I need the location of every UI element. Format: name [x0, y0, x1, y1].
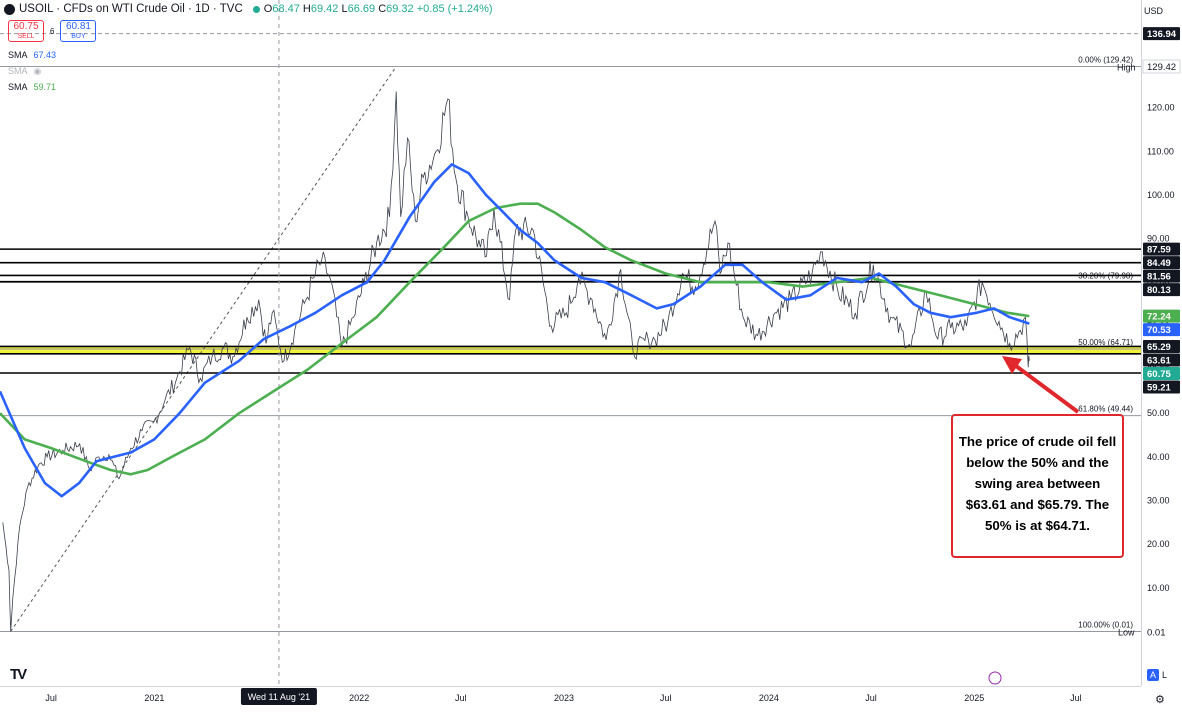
- low-marker-label: Low: [1118, 627, 1135, 637]
- x-tick-label: 2022: [349, 693, 369, 703]
- log-scale-button[interactable]: L: [1162, 670, 1168, 680]
- price-axis-label-bg: [1143, 27, 1180, 41]
- fib-level-label: 50.00% (64.71): [1078, 338, 1133, 347]
- annotation-arrow-head: [1002, 356, 1022, 374]
- price-change: +0.85 (+1.24%): [416, 3, 493, 15]
- ohlc-readout: O68.47 H69.42 L66.69 C69.32 +0.85 (+1.24…: [263, 3, 493, 15]
- y-tick-label: 20.00: [1147, 539, 1170, 549]
- price-axis-label: 63.61: [1147, 355, 1171, 366]
- sell-button[interactable]: 60.75 SELL: [8, 20, 44, 42]
- crosshair-date-label: Wed 11 Aug '21: [248, 692, 310, 702]
- price-axis-label-bg: [1143, 256, 1180, 270]
- price-axis-label: 65.29: [1147, 342, 1171, 353]
- auto-scale-button[interactable]: A: [1147, 669, 1160, 681]
- market-open-icon: [252, 5, 260, 13]
- interval: 1D: [195, 3, 210, 15]
- annotation-arrow: [1010, 361, 1080, 414]
- high-value-bg: [1142, 59, 1181, 74]
- annotation-box: The price of crude oil fell below the 50…: [951, 414, 1124, 558]
- fib-level-label: 100.00% (0.01): [1078, 620, 1133, 629]
- x-tick-label: Jul: [660, 693, 672, 703]
- indicator-sma-slow[interactable]: SMA 59.71: [8, 82, 57, 92]
- event-icon[interactable]: [988, 671, 1002, 685]
- y-tick-label: 30.00: [1147, 496, 1170, 506]
- price-axis-label: 80.13: [1147, 285, 1171, 296]
- symbol-logo-icon: [4, 3, 15, 15]
- y-tick-label: 90.00: [1147, 234, 1170, 244]
- indicator-sma-hidden[interactable]: SMA ◉: [8, 66, 42, 76]
- y-tick-label: 10.00: [1147, 583, 1170, 593]
- price-axis-label-bg: [1143, 339, 1180, 353]
- sma-fast-line: [0, 163, 1030, 498]
- x-tick-label: 2025: [964, 693, 984, 703]
- trade-buttons: 60.75 SELL 6 60.81 BUY: [8, 20, 97, 42]
- price-series: [2, 91, 1030, 632]
- buy-button[interactable]: 60.81 BUY: [60, 20, 97, 42]
- gear-icon[interactable]: ⚙: [1155, 694, 1165, 706]
- price-axis-label-bg: [1143, 366, 1180, 380]
- tradingview-logo: TV: [10, 666, 27, 683]
- price-axis-label-bg: [1143, 353, 1180, 367]
- low-value-label: 0.01: [1147, 627, 1166, 638]
- high-marker-label: High: [1117, 63, 1136, 73]
- currency-label[interactable]: USD: [1144, 6, 1164, 16]
- indicator-sma-fast[interactable]: SMA 67.43: [8, 50, 57, 60]
- price-axis-label: 87.59: [1147, 245, 1171, 256]
- swing-zone: [0, 346, 1141, 354]
- x-tick-label: 2024: [759, 693, 779, 703]
- high-value-label: 129.42: [1147, 62, 1176, 73]
- x-tick-label: 2021: [144, 693, 164, 703]
- symbol: USOIL: [19, 3, 54, 15]
- price-axis-label: 72.24: [1147, 312, 1171, 323]
- symbol-title[interactable]: USOIL · CFDs on WTI Crude Oil · 1D · TVC: [19, 3, 243, 15]
- y-tick-label: 50.00: [1147, 408, 1170, 418]
- eye-icon[interactable]: ◉: [33, 66, 42, 76]
- price-axis-label: 70.53: [1147, 325, 1171, 336]
- x-tick-label: Jul: [865, 693, 877, 703]
- price-axis-label: 84.49: [1147, 258, 1171, 269]
- crosshair-date-bg: [240, 688, 317, 705]
- price-axis-label-bg: [1143, 380, 1180, 394]
- x-tick-label: Jul: [1070, 693, 1082, 703]
- price-axis-label-bg: [1143, 323, 1180, 337]
- price-axis-label-bg: [1143, 283, 1180, 297]
- y-tick-label: 110.00: [1147, 146, 1174, 156]
- price-axis-label-bg: [1143, 309, 1180, 323]
- sma-slow-line: [0, 202, 1030, 476]
- fib-level-label: 61.80% (49.44): [1078, 405, 1133, 414]
- x-tick-label: Jul: [455, 693, 467, 703]
- price-axis-label-bg: [1143, 269, 1180, 283]
- chart-header: USOIL · CFDs on WTI Crude Oil · 1D · TVC…: [4, 3, 493, 15]
- price-axis-label: 59.21: [1147, 382, 1171, 393]
- spread-value: 6: [50, 26, 55, 36]
- price-axis-label: 81.56: [1147, 272, 1171, 283]
- price-axis-label: 60.75: [1147, 369, 1171, 380]
- price-axis-label-bg: [1143, 242, 1180, 256]
- x-tick-label: 2023: [554, 693, 574, 703]
- x-tick-label: Jul: [45, 693, 57, 703]
- y-tick-label: 100.00: [1147, 190, 1175, 200]
- source: TVC: [219, 3, 243, 15]
- y-tick-label: 40.00: [1147, 452, 1170, 462]
- price-axis-label: 136.94: [1147, 29, 1177, 40]
- fib-level-label: 0.00% (129.42): [1078, 56, 1133, 65]
- y-tick-label: 120.00: [1147, 103, 1175, 113]
- symbol-description: CFDs on WTI Crude Oil: [63, 3, 185, 15]
